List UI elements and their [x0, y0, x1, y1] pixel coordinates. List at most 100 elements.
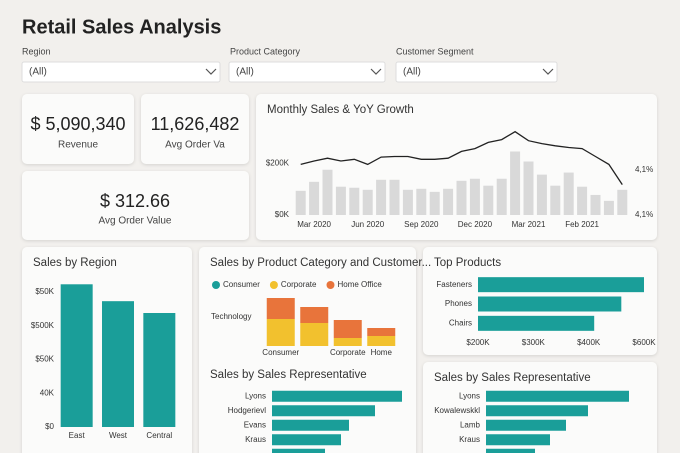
bar	[590, 194, 601, 215]
dropdown[interactable]	[21, 61, 221, 83]
chart-title: Sales by Sales Representative	[434, 372, 591, 384]
bar-segment	[333, 338, 362, 346]
bar	[349, 187, 360, 215]
bar-segment	[300, 307, 329, 323]
y-tick-label: Fasteners	[436, 280, 472, 289]
chart-title: Top Products	[434, 257, 501, 269]
bar	[272, 390, 402, 402]
legend-swatch	[326, 281, 335, 289]
bar	[478, 315, 595, 331]
bar	[603, 200, 614, 215]
bar	[486, 405, 588, 417]
bar	[456, 180, 467, 215]
y-tick-label: $0K	[275, 210, 290, 219]
filter-label: Customer Segment	[396, 46, 474, 56]
y2-tick-label: 4,1%	[635, 165, 653, 174]
dropdown[interactable]	[395, 61, 558, 83]
bar	[309, 181, 320, 215]
kpi-value: 11,626,482	[151, 114, 240, 134]
y-tick-label: $50K	[35, 355, 54, 364]
dropdown[interactable]	[228, 61, 386, 83]
x-tick-label: $400K	[577, 338, 601, 347]
x-tick-label: Central	[146, 431, 172, 440]
bar	[295, 190, 306, 215]
bar	[486, 448, 535, 453]
bar-segment	[300, 323, 329, 346]
bar	[496, 178, 507, 215]
bar	[272, 434, 341, 446]
x-tick-label: Jun 2020	[351, 220, 384, 229]
y-tick-label: $50K	[35, 287, 54, 296]
x-tick-label: Mar 2021	[512, 220, 546, 229]
kpi-value: $ 5,090,340	[30, 114, 125, 134]
x-tick-label: Mar 2020	[297, 220, 331, 229]
x-tick-label: West	[109, 431, 128, 440]
bar	[617, 189, 628, 215]
bar-segment	[367, 336, 396, 346]
dropdown-value[interactable]: (All)	[236, 67, 254, 78]
bar	[486, 390, 629, 402]
bar	[272, 419, 349, 431]
bar	[536, 174, 547, 215]
x-tick-label: $300K	[522, 338, 546, 347]
bar	[335, 186, 346, 215]
y-tick-label: $0	[45, 422, 54, 431]
filter-label: Region	[22, 46, 51, 56]
x-tick-label: Consumer	[262, 348, 299, 357]
kpi-card	[22, 171, 249, 240]
bar	[469, 178, 480, 215]
bar-segment	[266, 319, 295, 346]
chevron[interactable]	[542, 68, 554, 75]
bar	[102, 301, 134, 427]
y-tick-label: $200K	[266, 159, 290, 168]
bar	[376, 179, 387, 215]
bar	[483, 185, 494, 215]
filter-label: Product Category	[230, 46, 301, 56]
bar	[486, 434, 550, 446]
x-tick-label: Dec 2020	[458, 220, 493, 229]
y-tick-label: Chairs	[449, 318, 472, 327]
bar	[577, 186, 588, 215]
chart-title: Sales by Region	[33, 257, 117, 269]
y-tick-label: Kraus	[245, 435, 266, 444]
legend-label: Corporate	[281, 280, 317, 289]
charts: Monthly Sales & YoY Growth $0K $200K 4,1% 4,…	[31, 104, 656, 453]
legend-swatch	[212, 281, 220, 289]
bar	[478, 296, 622, 312]
dropdown-value[interactable]: (All)	[403, 67, 421, 78]
bar	[486, 419, 566, 431]
bar	[362, 189, 373, 215]
x-tick-label: Sep 2020	[404, 220, 439, 229]
bar	[550, 185, 561, 215]
y-tick-label: Hodgerievl	[228, 406, 266, 415]
bar	[60, 284, 93, 427]
bar	[272, 405, 375, 417]
legend-label: Consumer	[223, 280, 260, 289]
x-tick-label: Corporate	[330, 348, 366, 357]
chart-title: Sales by Sales Representative	[210, 369, 367, 381]
chart-title: Monthly Sales & YoY Growth	[267, 104, 414, 116]
row-label: Technology	[211, 312, 251, 321]
bar-segment	[333, 320, 362, 338]
chevron[interactable]	[370, 68, 382, 75]
dropdown-value[interactable]: (All)	[29, 67, 47, 78]
bar	[322, 169, 333, 215]
x-tick-label: Home	[371, 348, 393, 357]
y-tick-label: Lamb	[460, 420, 481, 429]
kpi-value: $ 312.66	[100, 191, 170, 211]
bar	[510, 151, 521, 215]
x-tick-label: Feb 2021	[565, 220, 599, 229]
bar	[389, 179, 400, 215]
x-tick-label: $200K	[466, 338, 490, 347]
bar	[478, 277, 644, 293]
x-tick-label: $600K	[632, 338, 656, 347]
bar	[272, 448, 325, 453]
bar-segment	[266, 298, 295, 319]
y-tick-label: Kraus	[459, 435, 480, 444]
bar	[523, 161, 534, 215]
y-tick-label: $500K	[31, 321, 55, 330]
chevron[interactable]	[205, 68, 217, 75]
y-tick-label: Lyons	[459, 391, 480, 400]
kpi-card	[141, 94, 249, 164]
